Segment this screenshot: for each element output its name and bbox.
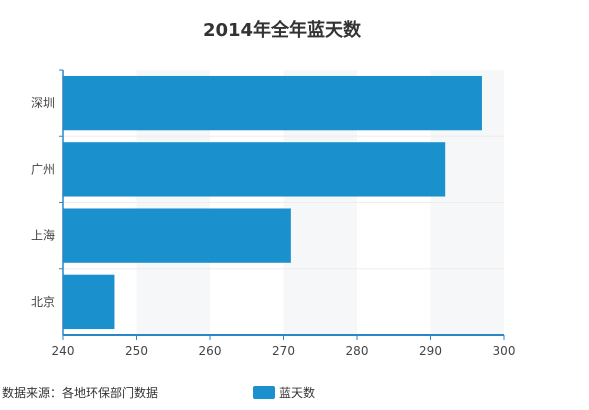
x-tick-labels: 240 250 260 270 280 290 300 [52, 344, 516, 358]
grid-lines [63, 135, 504, 270]
chart-title: 2014年全年蓝天数 [203, 19, 362, 41]
bars [63, 75, 482, 330]
legend[interactable]: 蓝天数 [253, 385, 315, 400]
source-note: 数据来源：各地环保部门数据 [2, 385, 158, 400]
x-tick-label-7: 300 [493, 344, 516, 358]
x-tick-label-2: 250 [125, 344, 148, 358]
x-tick-label-6: 290 [419, 344, 442, 358]
category-label-1: 深圳 [31, 96, 55, 110]
axes [59, 69, 505, 340]
x-tick-label-3: 260 [199, 344, 222, 358]
legend-label[interactable]: 蓝天数 [279, 385, 315, 400]
bar-4[interactable] [63, 274, 115, 330]
x-tick-label-1: 240 [52, 344, 75, 358]
x-tick-label-5: 280 [346, 344, 369, 358]
category-label-4: 北京 [31, 295, 55, 309]
category-label-3: 上海 [31, 228, 55, 243]
category-label-2: 广州 [31, 162, 55, 176]
bar-1[interactable] [63, 75, 482, 131]
legend-swatch[interactable] [253, 386, 275, 399]
bar-3[interactable] [63, 208, 291, 263]
x-tick-label-4: 270 [272, 344, 295, 358]
bar-2[interactable] [63, 142, 446, 197]
